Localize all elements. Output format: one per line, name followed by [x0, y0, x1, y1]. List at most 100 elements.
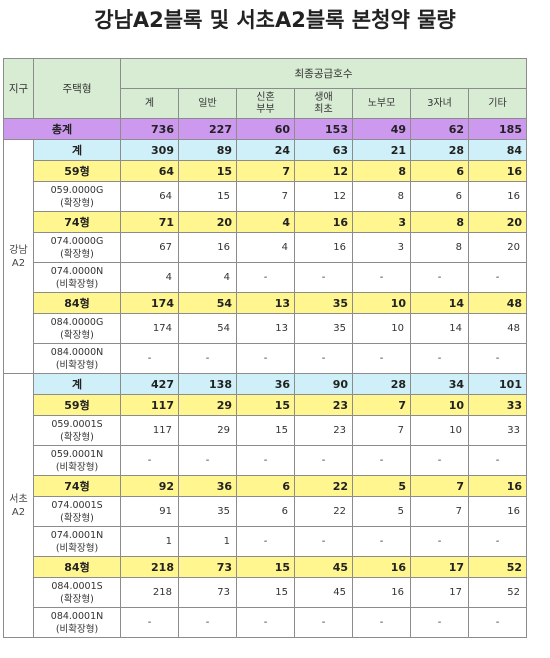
type-cell: 71 [120, 211, 179, 233]
housing-code-label: 084.0001S (확장형) [33, 577, 121, 608]
total-cell: 49 [352, 118, 411, 140]
code-cell: 29 [178, 415, 237, 446]
code-cell: 35 [294, 313, 353, 344]
total-cell: 62 [410, 118, 469, 140]
housing-code-row: 084.0001S (확장형) 218 73 15 45 16 17 52 [4, 577, 527, 608]
housing-code-row: 074.0000N (비확장형) 4 4- - - - - [4, 262, 527, 293]
code-cell: 5 [352, 496, 411, 527]
code-cell: - [120, 607, 179, 638]
code-cell: 23 [294, 415, 353, 446]
type-cell: 35 [294, 292, 353, 314]
housing-code-row: 074.0001N (비확장형) 1 1- - - - - [4, 526, 527, 557]
total-cell: 60 [236, 118, 295, 140]
code-cell: 52 [468, 577, 527, 608]
code-cell: 1 [120, 526, 179, 557]
type-cell: 14 [410, 292, 469, 314]
type-cell: 3 [352, 211, 411, 233]
code-cell: 48 [468, 313, 527, 344]
code-cell: - [410, 445, 469, 476]
code-cell: - [468, 445, 527, 476]
type-cell: 174 [120, 292, 179, 314]
code-cell: 117 [120, 415, 179, 446]
type-cell: 15 [178, 160, 237, 182]
code-cell: - [294, 262, 353, 293]
housing-code-row: 059.0001N (비확장형) - - - - - - - [4, 445, 527, 476]
total-cell: 736 [120, 118, 179, 140]
housing-code-label: 059.0001S (확장형) [33, 415, 121, 446]
code-cell: - [352, 262, 411, 293]
code-cell: - [352, 445, 411, 476]
code-cell: - [294, 526, 353, 557]
code-cell: - [294, 607, 353, 638]
housing-code-label: 074.0001N (비확장형) [33, 526, 121, 557]
code-cell: 73 [178, 577, 237, 608]
header-column: 계 [120, 88, 179, 119]
table-header: 지구 주택형 최종공급호수 계 일반 신혼 부부 생애 최초 노부모 3자녀 기타 [3, 58, 527, 119]
code-cell: 16 [468, 181, 527, 212]
housing-code-row: 059.0001S (확장형) 117 29 15 23 7 10 33 [4, 415, 527, 446]
type-cell: 22 [294, 475, 353, 497]
type-cell: 73 [178, 556, 237, 578]
supply-table: 지구 주택형 최종공급호수 계 일반 신혼 부부 생애 최초 노부모 3자녀 기타 총계 736 2… [3, 58, 527, 638]
housing-code-row: 074.0000G (확장형) 67 16 4 16 3 8 20 [4, 232, 527, 263]
code-cell: 33 [468, 415, 527, 446]
header-final-supply: 최종공급호수 [120, 58, 527, 89]
code-cell: - [120, 343, 179, 374]
code-cell: 16 [352, 577, 411, 608]
code-cell: 10 [410, 415, 469, 446]
type-cell: 10 [352, 292, 411, 314]
type-cell: 218 [120, 556, 179, 578]
code-cell: - [410, 343, 469, 374]
type-cell: 12 [294, 160, 353, 182]
housing-type-label: 74형 [33, 475, 121, 497]
housing-code-label: 084.0001N (비확장형) [33, 607, 121, 638]
type-cell: 33 [468, 394, 527, 416]
housing-type-row: 84형 174 54 13 35 10 14 48 [4, 292, 527, 314]
code-cell: - [468, 526, 527, 557]
housing-code-label: 074.0001S (확장형) [33, 496, 121, 527]
code-cell: - [468, 343, 527, 374]
header-column: 신혼 부부 [236, 88, 295, 119]
housing-code-label: 084.0000N (비확장형) [33, 343, 121, 374]
code-cell: - [410, 607, 469, 638]
code-cell: 4 [236, 232, 295, 263]
type-cell: 17 [410, 556, 469, 578]
type-cell: 64 [120, 160, 179, 182]
code-cell: 1 [178, 526, 237, 557]
code-cell: - [178, 445, 237, 476]
district-name: 강남 A2 [3, 139, 34, 374]
code-cell: 7 [236, 181, 295, 212]
housing-code-label: 059.0001N (비확장형) [33, 445, 121, 476]
code-cell: - [352, 343, 411, 374]
code-cell: - [236, 526, 295, 557]
code-cell: - [178, 607, 237, 638]
housing-code-label: 084.0000G (확장형) [33, 313, 121, 344]
type-cell: 7 [352, 394, 411, 416]
code-cell: 16 [468, 496, 527, 527]
code-cell: 7 [352, 415, 411, 446]
type-cell: 13 [236, 292, 295, 314]
code-cell: - [294, 343, 353, 374]
sum-cell: 21 [352, 139, 411, 161]
code-cell: 7 [410, 496, 469, 527]
type-cell: 16 [468, 160, 527, 182]
sum-cell: 28 [352, 373, 411, 395]
header-column: 일반 [178, 88, 237, 119]
code-cell: 8 [410, 232, 469, 263]
code-cell: 174 [120, 313, 179, 344]
code-cell: - [352, 526, 411, 557]
total-cell: 227 [178, 118, 237, 140]
code-cell: - [236, 445, 295, 476]
code-cell: - [120, 445, 179, 476]
code-cell: 22 [294, 496, 353, 527]
housing-code-row: 059.0000G (확장형) 64 15 7 12 8 6 16 [4, 181, 527, 212]
sum-cell: 427 [120, 373, 179, 395]
type-cell: 4 [236, 211, 295, 233]
code-cell: 15 [236, 415, 295, 446]
code-cell: 6 [236, 496, 295, 527]
type-cell: 29 [178, 394, 237, 416]
sum-cell: 63 [294, 139, 353, 161]
header-column: 기타 [468, 88, 527, 119]
code-cell: - [178, 343, 237, 374]
type-cell: 45 [294, 556, 353, 578]
